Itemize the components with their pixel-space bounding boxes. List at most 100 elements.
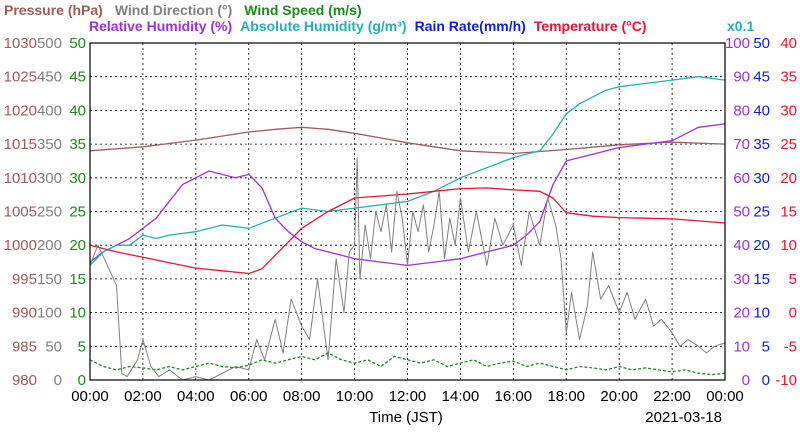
legend-item: Relative Humidity (%) [89,18,232,34]
series-line-pressure [89,126,726,155]
y-tick-label: 10 [69,305,86,322]
y-tick-label: 10 [733,338,750,355]
x-tick-label: 12:00 [389,388,427,405]
y-tick-label: 30 [753,170,770,187]
y-tick-label: 350 [37,136,62,153]
y-tick-label: 1015 [4,136,37,153]
y-tick-label: 1000 [4,237,37,254]
y-tick-label: 5 [78,338,86,355]
y-tick-label: 0 [762,372,770,389]
y-tick-label: 0 [54,372,62,389]
y-tick-label: 5 [789,271,797,288]
y-tick-label: 985 [12,338,37,355]
y-tick-label: 200 [37,237,62,254]
series-line-temperature [89,187,726,275]
legend-item: Rain Rate(mm/h) [415,18,526,34]
y-tick-label: 20 [753,237,770,254]
y-tick-label: 20 [69,237,86,254]
x-tick-label: 00:00 [706,388,744,405]
y-tick-label: 25 [780,136,797,153]
y-tick-label: 70 [733,136,750,153]
x-tick-label: 18:00 [547,388,585,405]
y-tick-label: 1025 [4,69,37,86]
y-tick-label: 80 [733,102,750,119]
right-axes: 0102030405060708090100051015202530354045… [725,35,797,389]
y-tick-label: -10 [775,372,797,389]
legend-item: Absolute Humidity (g/m³) [240,18,406,34]
y-tick-label: 25 [753,204,770,221]
y-tick-label: 450 [37,69,62,86]
x-tick-label: 16:00 [495,388,533,405]
legend-item: Pressure (hPa) [4,2,103,18]
chart-legend: Pressure (hPa) Wind Direction (°) Wind Spe… [4,2,647,34]
y-tick-label: 40 [780,35,797,52]
legend-item: Wind Direction (°) [115,2,232,18]
y-tick-label: 30 [733,271,750,288]
y-tick-label: 500 [37,35,62,52]
y-tick-label: 0 [742,372,750,389]
legend-item: Wind Speed (m/s) [244,2,361,18]
y-tick-label: 40 [733,237,750,254]
y-tick-label: 60 [733,170,750,187]
y-tick-label: 1020 [4,102,37,119]
y-tick-label: 1005 [4,204,37,221]
y-tick-label: 100 [725,35,750,52]
y-tick-label: 50 [753,35,770,52]
y-tick-label: 50 [733,204,750,221]
y-tick-label: 995 [12,271,37,288]
x-axis-ticks: 00:00 02:00 04:00 06:00 08:00 10:00 12:00 14:00… [71,388,744,405]
y-tick-label: 50 [45,338,62,355]
series-line-wind-speed [89,352,726,376]
y-tick-label: 35 [753,136,770,153]
x-tick-label: 06:00 [230,388,268,405]
y-tick-label: 1010 [4,170,37,187]
x-tick-label: 00:00 [71,388,109,405]
date-label: 2021-03-18 [645,409,722,426]
y-tick-label: 150 [37,271,62,288]
chart-grid [90,43,725,380]
y-tick-label: 990 [12,305,37,322]
y-tick-label: 0 [78,372,86,389]
x-tick-label: 04:00 [177,388,215,405]
y-tick-label: 10 [753,305,770,322]
abs-humidity-scale-label: x0.1 [727,18,754,34]
legend-item: Temperature (°C) [534,18,647,34]
y-tick-label: 1030 [4,35,37,52]
x-tick-label: 20:00 [600,388,638,405]
y-tick-label: 15 [69,271,86,288]
y-tick-label: 980 [12,372,37,389]
x-tick-label: 22:00 [653,388,691,405]
x-axis-label: Time (JST) [369,409,443,426]
series-line-abs-humidity [89,76,726,266]
y-tick-label: 10 [780,237,797,254]
y-tick-label: 25 [69,204,86,221]
y-tick-label: 40 [753,102,770,119]
y-tick-label: -5 [784,338,797,355]
series-line-wind-dir [89,157,726,381]
y-tick-label: 45 [753,69,770,86]
y-tick-label: 45 [69,69,86,86]
plot-frame [89,42,726,381]
y-tick-label: 35 [69,136,86,153]
y-tick-label: 0 [789,305,797,322]
y-tick-label: 50 [69,35,86,52]
y-tick-label: 15 [780,204,797,221]
y-tick-label: 5 [762,338,770,355]
y-tick-label: 40 [69,102,86,119]
y-tick-label: 300 [37,170,62,187]
chart-series [89,76,726,381]
x-tick-label: 08:00 [283,388,321,405]
y-tick-label: 30 [69,170,86,187]
left-axes: 9809859909951000100510101015102010251030… [4,35,86,389]
x-tick-label: 10:00 [336,388,374,405]
y-tick-label: 400 [37,102,62,119]
y-tick-label: 35 [780,69,797,86]
y-tick-label: 20 [733,305,750,322]
x-tick-label: 14:00 [442,388,480,405]
y-tick-label: 15 [753,271,770,288]
y-tick-label: 250 [37,204,62,221]
y-tick-label: 20 [780,170,797,187]
series-line-humidity [89,123,726,267]
y-tick-label: 30 [780,102,797,119]
